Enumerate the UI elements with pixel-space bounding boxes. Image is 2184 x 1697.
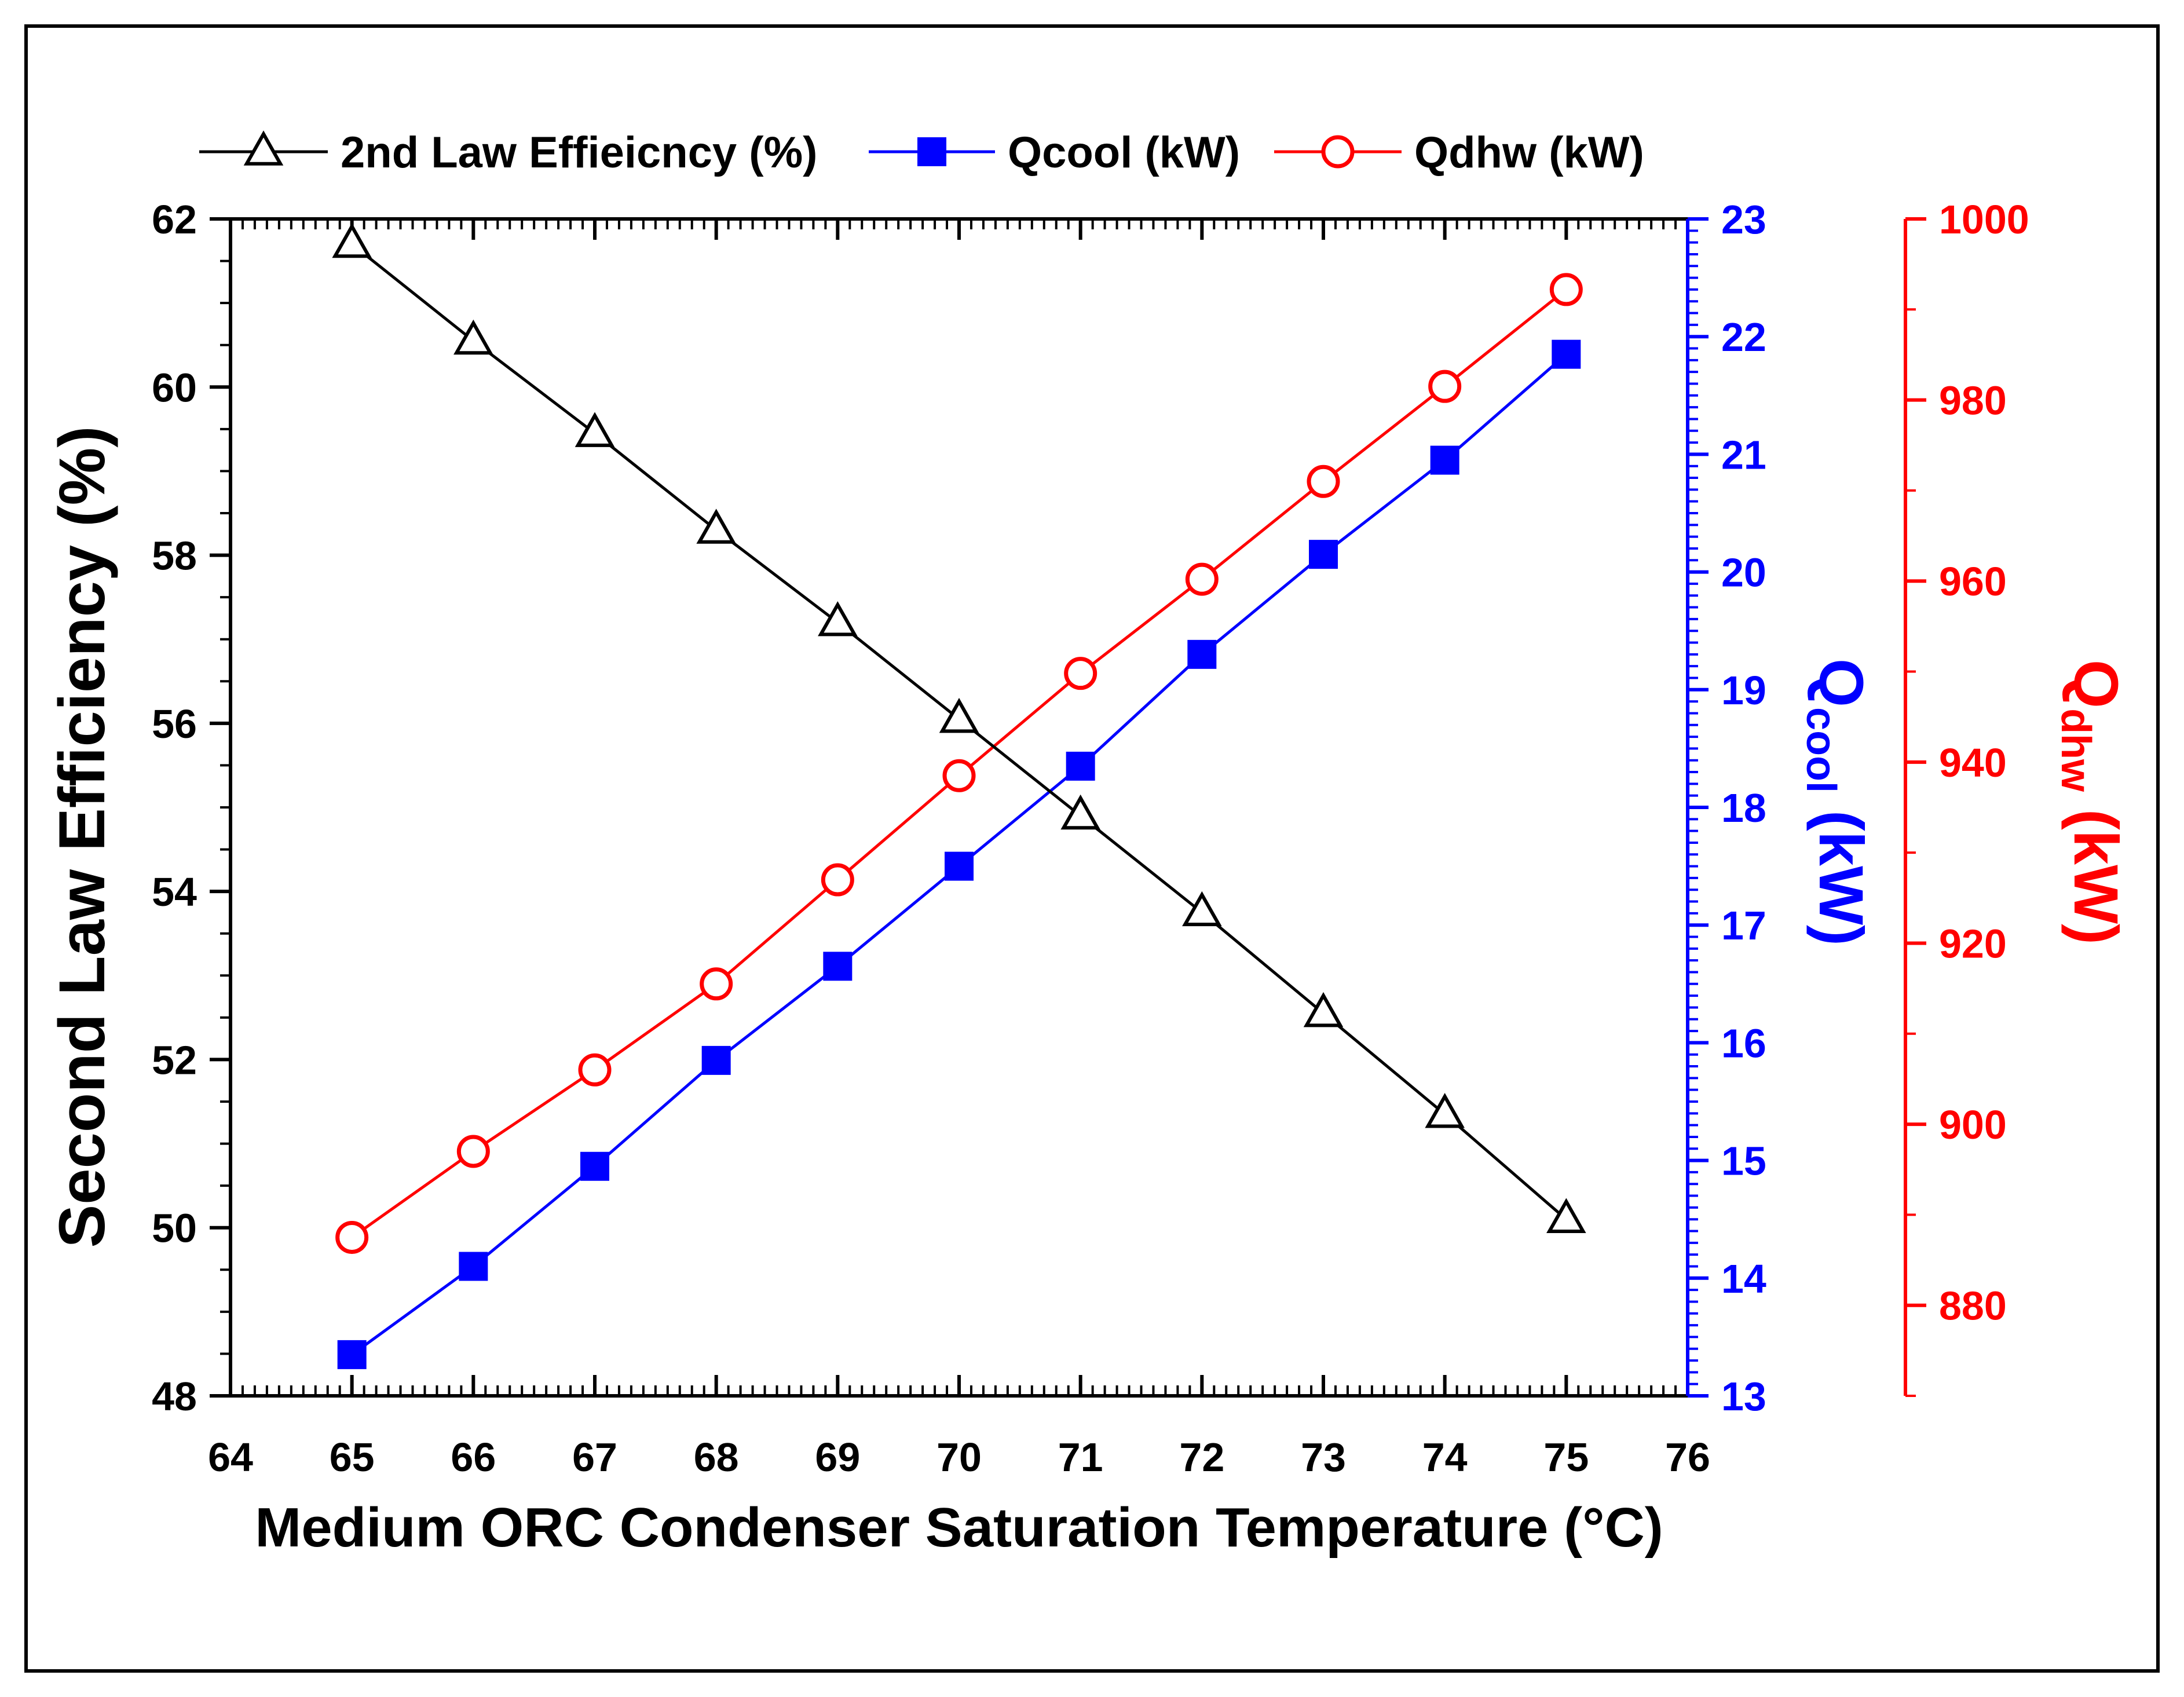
qcool-data-point <box>1187 639 1217 669</box>
qcool-title-sub: cool <box>1798 707 1844 793</box>
left-tick-label: 60 <box>152 365 197 410</box>
left-axis-title: Second Law Efficiency (%) <box>46 426 118 1248</box>
qdhw-tick-label: 900 <box>1939 1102 2007 1147</box>
legend: 2nd Law Effieicncy (%) Qcool (kW) Qdhw (kW… <box>199 128 1644 177</box>
qdhw-data-point <box>821 863 854 897</box>
x-tick-label: 65 <box>330 1435 375 1480</box>
qcool-tick-label: 18 <box>1721 785 1766 831</box>
qdhw-data-point <box>456 1135 490 1168</box>
left-tick-label: 50 <box>152 1206 197 1251</box>
qdhw-title-main: Q <box>2061 660 2131 708</box>
x-tick-label: 72 <box>1179 1435 1224 1480</box>
qcool-tick-label: 13 <box>1721 1374 1766 1419</box>
qdhw-tick-label: 1000 <box>1939 197 2029 242</box>
qdhw-data-point <box>1185 562 1219 596</box>
left-tick-label: 62 <box>152 197 197 242</box>
legend-qdhw-marker <box>1321 135 1355 169</box>
qcool-tick-label: 19 <box>1721 668 1766 713</box>
qcool-title-main: Q <box>1806 659 1876 707</box>
qcool-data-point <box>1309 540 1338 569</box>
qcool-data-point <box>823 952 853 981</box>
qdhw-data-point <box>578 1053 612 1087</box>
qcool-title-unit: (kW) <box>1806 793 1876 946</box>
efficiency-data-point <box>818 601 858 637</box>
qdhw-data-point <box>335 1220 369 1254</box>
qdhw-data-point <box>1549 273 1583 306</box>
efficiency-data-point <box>1060 794 1100 830</box>
legend-qcool-marker <box>917 137 946 166</box>
x-tick-label: 66 <box>451 1435 496 1480</box>
qdhw-data-point <box>1307 465 1340 498</box>
x-tick-label: 75 <box>1543 1435 1589 1480</box>
left-tick-label: 52 <box>152 1037 197 1082</box>
x-tick-label: 76 <box>1665 1435 1710 1480</box>
qcool-tick-label: 15 <box>1721 1139 1766 1184</box>
left-tick-label: 56 <box>152 701 197 747</box>
qcool-data-point <box>580 1151 609 1181</box>
legend-qcool-label: Qcool (kW) <box>1008 128 1240 177</box>
x-axis-title: Medium ORC Condenser Saturation Temperat… <box>255 1497 1663 1559</box>
right-axis-title-qcool: Qcool (kW) <box>1798 659 1876 946</box>
efficiency-data-point <box>453 319 493 355</box>
efficiency-data-point <box>1425 1093 1465 1128</box>
qdhw-tick-label: 960 <box>1939 559 2007 604</box>
x-tick-label: 64 <box>208 1435 253 1480</box>
x-tick-label: 74 <box>1422 1435 1468 1480</box>
qdhw-tick-label: 880 <box>1939 1283 2007 1329</box>
left-tick-label: 54 <box>152 869 197 915</box>
qdhw-title-sub: dhw <box>2053 708 2099 792</box>
qcool-tick-label: 16 <box>1721 1021 1766 1066</box>
qcool-data-point <box>1552 339 1581 369</box>
qdhw-tick-label: 980 <box>1939 378 2007 423</box>
x-tick-label: 71 <box>1058 1435 1103 1480</box>
x-tick-label: 69 <box>815 1435 860 1480</box>
qcool-tick-label: 14 <box>1721 1256 1766 1301</box>
x-tick-label: 70 <box>936 1435 982 1480</box>
qcool-data-point <box>945 851 974 881</box>
qdhw-tick-label: 940 <box>1939 740 2007 785</box>
qdhw-data-point <box>1064 657 1098 690</box>
legend-qdhw-label: Qdhw (kW) <box>1414 128 1644 177</box>
efficiency-data-point <box>1303 992 1344 1027</box>
qcool-tick-label: 23 <box>1721 197 1766 242</box>
efficiency-data-point <box>1182 891 1222 927</box>
x-tick-label: 68 <box>694 1435 739 1480</box>
left-tick-label: 48 <box>152 1374 197 1419</box>
qdhw-tick-label: 920 <box>1939 921 2007 966</box>
qdhw-title-unit: (kW) <box>2061 792 2131 945</box>
qcool-data-point <box>337 1340 367 1369</box>
qcool-data-point <box>1430 445 1459 475</box>
right-axis-title-qdhw: Qdhw (kW) <box>2053 660 2131 945</box>
efficiency-data-point <box>1546 1198 1586 1233</box>
qdhw-data-point <box>1428 370 1462 403</box>
qcool-tick-label: 22 <box>1721 314 1766 360</box>
efficiency-data-point <box>575 412 615 447</box>
qdhw-data-point <box>700 967 733 1001</box>
left-tick-label: 58 <box>152 533 197 579</box>
legend-efficiency-marker <box>243 130 284 166</box>
legend-efficiency-label: 2nd Law Effieicncy (%) <box>341 128 818 177</box>
x-tick-label: 67 <box>572 1435 617 1480</box>
qcool-data-point <box>701 1045 731 1075</box>
qcool-data-point <box>459 1252 488 1281</box>
qcool-tick-label: 17 <box>1721 903 1766 948</box>
qcool-tick-label: 20 <box>1721 550 1766 595</box>
x-tick-label: 73 <box>1301 1435 1346 1480</box>
qdhw-data-point <box>942 759 976 792</box>
efficiency-data-point <box>332 222 372 258</box>
qcool-data-point <box>1066 751 1095 781</box>
efficiency-data-point <box>696 509 736 544</box>
qcool-tick-label: 21 <box>1721 432 1766 477</box>
efficiency-data-point <box>939 697 979 733</box>
